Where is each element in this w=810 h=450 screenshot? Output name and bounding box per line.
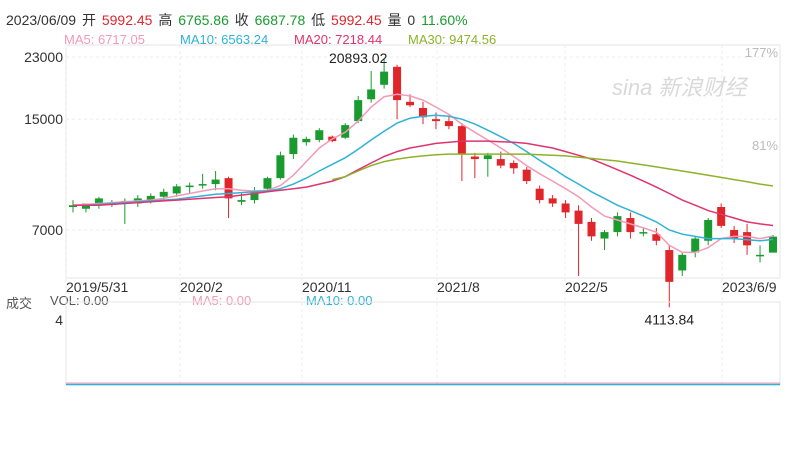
candle-body <box>548 198 557 204</box>
candle-body <box>678 254 687 271</box>
candle-body <box>198 184 207 186</box>
ma10-legend: MA10: 6563.24 <box>180 32 269 47</box>
change-percent: 11.60% <box>421 12 468 28</box>
volume-y-tick-label: 4 <box>55 312 63 328</box>
candle-body <box>470 156 479 160</box>
candle-body <box>496 159 505 166</box>
x-tick-label: 2020/2 <box>180 279 223 295</box>
ma10-line <box>73 114 774 242</box>
candle-body <box>769 236 777 253</box>
candle-body <box>185 185 194 188</box>
ma20-line <box>73 140 774 227</box>
x-tick-label: 2022/5 <box>565 279 608 295</box>
candle-body <box>457 126 466 155</box>
candle-body <box>535 188 544 201</box>
candle-body <box>380 71 389 85</box>
candle-body <box>600 232 609 239</box>
sina-watermark: sina 新浪财经 <box>612 75 748 100</box>
volume-title: 成交 <box>6 296 33 311</box>
y-tick-label: 7000 <box>32 222 63 238</box>
candle-body <box>393 66 402 101</box>
candle-body <box>587 221 596 237</box>
candle-body <box>289 137 298 155</box>
pct-tick-label: 81% <box>752 138 778 153</box>
candle-body <box>665 250 674 282</box>
candle-body <box>743 232 752 246</box>
candle-body <box>354 100 363 122</box>
x-tick-label: 2023/6/9 <box>722 279 777 295</box>
candle-body <box>159 191 168 197</box>
candle-body <box>704 219 713 241</box>
candle-body <box>69 205 77 207</box>
ma30-legend: MA30: 9474.56 <box>408 32 497 47</box>
candle-body <box>522 169 531 182</box>
low-label: 低 <box>311 12 326 28</box>
open-value: 5992.45 <box>101 12 153 28</box>
candle-body <box>756 254 765 257</box>
low-value: 5992.45 <box>331 12 382 28</box>
header-date: 2023/06/09 <box>6 12 77 28</box>
vol-ma5-legend: MA5: 0.00 <box>192 293 252 308</box>
candle-body <box>419 107 427 118</box>
candle-body <box>406 101 415 106</box>
candle-body <box>444 121 453 127</box>
candle-body <box>315 130 324 140</box>
x-tick-label: 2020/11 <box>302 279 352 295</box>
vol-ma10-legend: MA10: 0.00 <box>306 293 373 308</box>
candle-body <box>431 119 440 122</box>
candle-body <box>237 200 246 202</box>
candle-body <box>652 234 661 241</box>
x-tick-label: 2021/8 <box>437 279 480 295</box>
volume-label: 量 <box>387 12 402 28</box>
candle-body <box>81 203 90 209</box>
y-tick-label: 15000 <box>24 111 63 127</box>
candle-body <box>367 89 376 100</box>
candle-body <box>574 210 583 224</box>
close-value: 6687.78 <box>254 12 306 28</box>
x-tick-label: 2019/5/31 <box>66 279 128 295</box>
candle-body <box>730 230 739 239</box>
high-value: 6765.86 <box>178 12 229 28</box>
candle-body <box>146 195 155 201</box>
candle-body <box>509 162 518 169</box>
close-label: 收 <box>234 12 249 28</box>
high-annotation: 20893.02 <box>329 50 388 66</box>
ohlc-header: 2023/06/09 开 5992.45 高 6765.86 收 6687.78… <box>6 10 470 30</box>
ma5-legend: MA5: 6717.05 <box>64 32 145 47</box>
ma5-line <box>72 93 774 254</box>
candle-body <box>717 206 726 226</box>
candle-body <box>483 155 492 160</box>
candle-body <box>263 178 272 189</box>
candle-body <box>276 155 285 179</box>
candle-body <box>613 216 622 233</box>
volume-value: 0 <box>407 12 416 28</box>
open-label: 开 <box>81 12 96 28</box>
ma20-legend: MA20: 7218.44 <box>294 32 383 47</box>
y-tick-label: 23000 <box>24 49 63 65</box>
candle-body <box>302 138 311 143</box>
candle-body <box>639 232 648 234</box>
candle-body <box>211 179 220 185</box>
candle-body <box>626 218 635 233</box>
pct-tick-label: 177% <box>745 45 779 60</box>
vol-legend: VOL: 0.00 <box>50 293 109 308</box>
candle-body <box>561 203 570 213</box>
candle-body <box>172 186 181 194</box>
ma30-line <box>332 153 774 187</box>
candle-body <box>94 198 103 206</box>
candle-body <box>691 238 700 253</box>
candle-body <box>250 190 259 201</box>
high-label: 高 <box>158 12 173 28</box>
low-annotation: 4113.84 <box>645 311 695 327</box>
